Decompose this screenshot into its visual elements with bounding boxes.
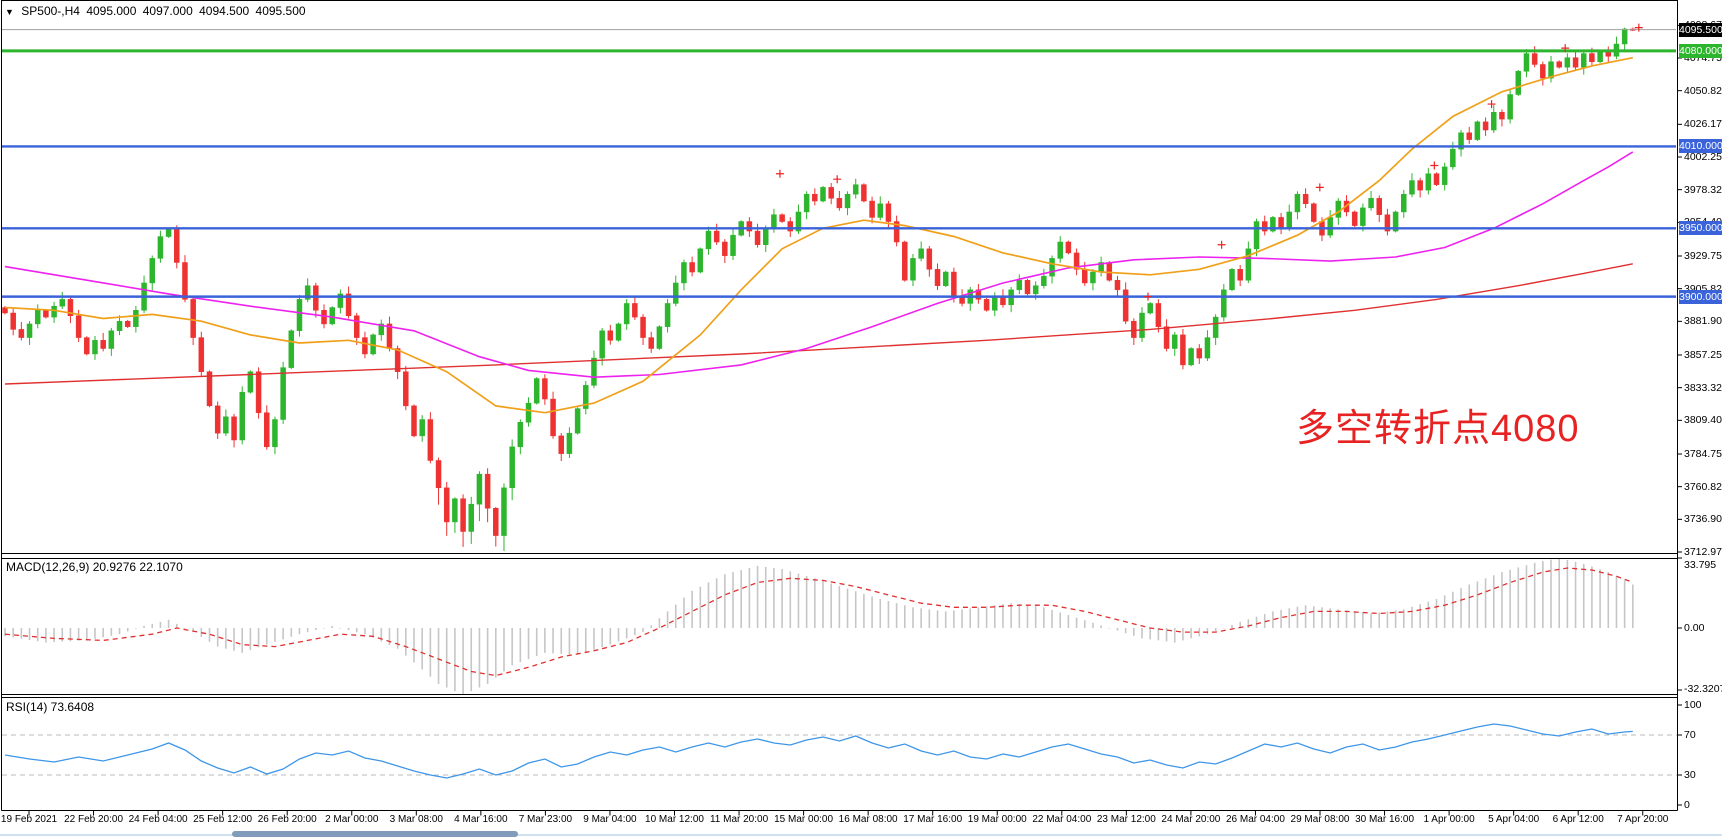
time-label: 5 Apr 04:00: [1488, 814, 1540, 825]
h-scrollbar-track[interactable]: [0, 834, 1722, 836]
time-label: 26 Feb 20:00: [257, 814, 317, 825]
macd-indicator-label: MACD(12,26,9) 20.9276 22.1070: [6, 560, 183, 574]
price-badge-4080.000: 4080.000: [1679, 43, 1722, 58]
time-label: 16 Mar 08:00: [838, 814, 898, 825]
time-label: 11 Mar 20:00: [709, 814, 769, 825]
chart-title-bar: ▼ SP500-,H4 4095.000 4097.000 4094.500 4…: [5, 4, 309, 18]
price-tick-label: 3809.400: [1684, 414, 1722, 427]
rsi-scale-label: 0: [1684, 799, 1690, 811]
time-label: 29 Mar 08:00: [1290, 814, 1350, 825]
macd-scale-label: 0.00: [1684, 622, 1705, 634]
price-tick-label: 4002.250: [1684, 150, 1722, 163]
time-label: 10 Mar 12:00: [645, 814, 704, 825]
time-label: 1 Apr 00:00: [1423, 814, 1475, 825]
time-label: 23 Mar 12:00: [1096, 814, 1156, 825]
ohlc-high: 4097.000: [142, 4, 193, 18]
rsi-scale-label: 70: [1684, 729, 1696, 741]
price-tick-label: 4050.825: [1684, 84, 1722, 97]
price-axis[interactable]: 4098.6754074.7504050.8254026.1754002.250…: [1677, 0, 1722, 838]
price-tick-label: 3857.250: [1684, 348, 1722, 361]
time-label: 15 Mar 00:00: [774, 814, 834, 825]
time-label: 2 Mar 00:00: [325, 814, 379, 825]
macd-panel: [4, 559, 1634, 694]
rsi-line: [4, 723, 1633, 779]
time-label: 19 Mar 00:00: [967, 814, 1027, 825]
ohlc-open: 4095.000: [86, 4, 137, 18]
time-label: 6 Apr 12:00: [1552, 814, 1604, 825]
ohlc-close: 4095.500: [255, 4, 306, 18]
time-label: 17 Mar 16:00: [903, 814, 963, 825]
time-axis[interactable]: 19 Feb 2021 22 Feb 20:00 24 Feb 04:00 25 Fe…: [0, 810, 1722, 830]
rsi-scale-label: 30: [1684, 769, 1696, 781]
rsi-indicator-label: RSI(14) 73.6408: [6, 700, 95, 714]
price-tick-label: 3736.900: [1684, 513, 1722, 526]
h-scrollbar-thumb[interactable]: [232, 831, 518, 837]
time-label: 30 Mar 16:00: [1355, 814, 1415, 825]
price-badge-3900.000: 3900.000: [1679, 289, 1722, 304]
ohlc-low: 4094.500: [199, 4, 250, 18]
price-tick-label: 3760.825: [1684, 480, 1722, 493]
rsi-panel: [2, 723, 1677, 779]
symbol-dropdown-icon[interactable]: ▼: [5, 7, 14, 17]
time-label: 4 Mar 16:00: [454, 814, 508, 825]
price-tick-label: 3833.325: [1684, 381, 1722, 394]
time-label: 3 Mar 08:00: [389, 814, 443, 825]
time-label: 19 Feb 2021: [0, 814, 58, 825]
ma-slow-red-line: [4, 263, 1633, 385]
time-label: 24 Mar 20:00: [1161, 814, 1221, 825]
time-label: 26 Mar 04:00: [1225, 814, 1285, 825]
time-label: 22 Mar 04:00: [1032, 814, 1092, 825]
ma-fast-orange-line: [4, 56, 1633, 414]
rsi-scale-label: 100: [1684, 699, 1702, 711]
annotation-text: 多空转折点4080: [1296, 408, 1580, 450]
time-label: 7 Apr 20:00: [1617, 814, 1669, 825]
symbol-period-label: SP500-,H4: [21, 4, 80, 18]
price-badge-3950.000: 3950.000: [1679, 221, 1722, 236]
price-tick-label: 3881.900: [1684, 315, 1722, 328]
price-badge-4095.500: 4095.500: [1679, 22, 1722, 37]
time-label: 9 Mar 04:00: [583, 814, 637, 825]
time-label: 25 Feb 12:00: [193, 814, 253, 825]
macd-signal-line: [4, 567, 1634, 677]
macd-scale-label: -32.3207: [1684, 683, 1722, 695]
time-label: 7 Mar 23:00: [518, 814, 573, 825]
price-badge-4010.000: 4010.000: [1679, 139, 1722, 154]
main-price-panel: [2, 23, 1676, 552]
time-label: 22 Feb 20:00: [64, 814, 124, 825]
price-tick-label: 3784.750: [1684, 447, 1722, 460]
macd-scale-label: 33.795: [1684, 559, 1717, 571]
price-tick-label: 3929.750: [1684, 249, 1722, 262]
time-label: 24 Feb 04:00: [128, 814, 188, 825]
ma-mid-magenta-line: [4, 151, 1634, 379]
price-tick-label: 3712.975: [1684, 546, 1722, 558]
price-tick-label: 3978.325: [1684, 183, 1722, 196]
price-tick-label: 4026.175: [1684, 118, 1722, 131]
